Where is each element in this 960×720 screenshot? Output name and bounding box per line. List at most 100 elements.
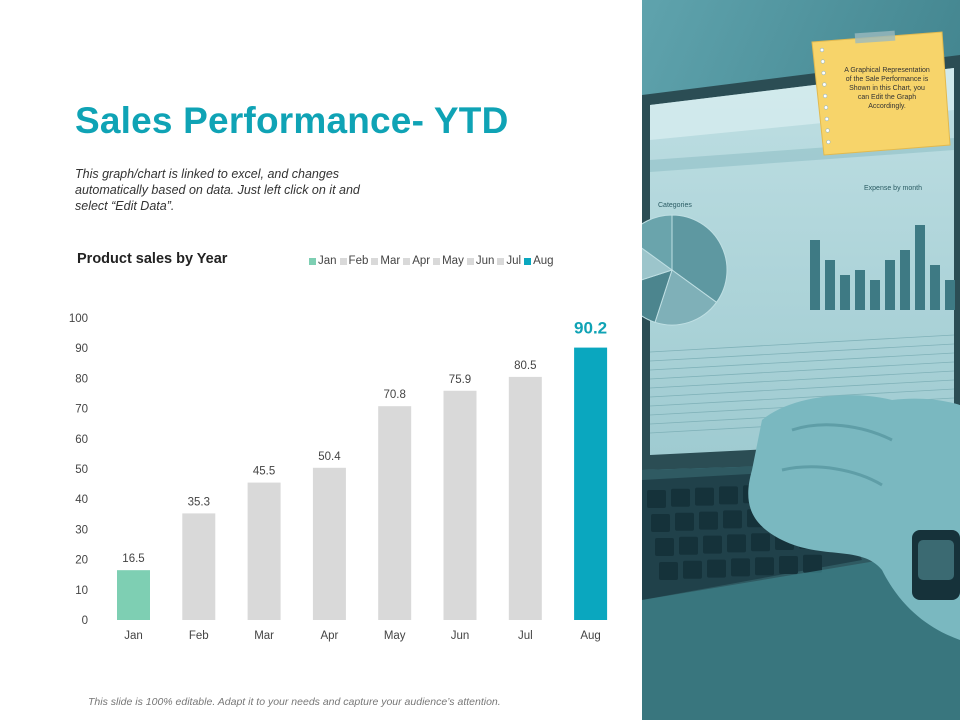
screen-table-line — [649, 361, 955, 380]
screen-bar — [870, 280, 880, 310]
keyboard-key — [683, 560, 702, 579]
y-tick-label: 60 — [75, 434, 88, 446]
screen-bar — [840, 275, 850, 310]
y-tick-label: 20 — [75, 555, 88, 567]
x-tick-label: Feb — [189, 630, 209, 642]
keyboard-key — [675, 512, 694, 531]
screen-pie-slice — [671, 214, 728, 304]
keyboard-key — [803, 554, 822, 573]
data-label-jul: 80.5 — [514, 360, 536, 372]
keyboard-key — [751, 533, 770, 552]
keyboard-key — [723, 510, 742, 529]
screen-bar — [945, 280, 955, 310]
data-label-feb: 35.3 — [188, 496, 210, 508]
data-label-mar: 45.5 — [253, 466, 275, 478]
legend-swatch — [466, 257, 474, 265]
legend-label: Aug — [533, 255, 554, 267]
keyboard-key — [659, 562, 678, 580]
bar-feb — [182, 513, 216, 620]
x-tick-label: May — [384, 630, 406, 642]
screen-expense-label: Expense by month — [864, 185, 922, 192]
y-tick-label: 40 — [75, 494, 88, 506]
legend-label: Jul — [506, 255, 522, 267]
keyboard-key — [779, 556, 798, 574]
bar-apr — [312, 467, 346, 620]
y-tick-label: 70 — [75, 404, 88, 416]
hand-shape — [748, 395, 960, 640]
legend-item-apr: Apr — [403, 255, 430, 267]
sticky-note-text: A Graphical Representation of the Sale P… — [844, 67, 930, 110]
laptop-photo-illustration: Categories Expense by month — [642, 0, 960, 720]
x-tick-label: Jul — [518, 630, 533, 642]
legend-item-feb: Feb — [339, 255, 369, 267]
bar-jul — [508, 376, 542, 620]
laptop-photo: Categories Expense by month A Graphical … — [642, 0, 960, 720]
legend-swatch — [403, 257, 411, 265]
legend-item-may: May — [433, 255, 464, 267]
bar-may — [378, 406, 412, 620]
x-tick-label: Jan — [124, 630, 143, 642]
screen-bar — [930, 265, 940, 310]
spiral-ring — [824, 116, 829, 122]
data-label-jun: 75.9 — [449, 374, 471, 386]
screen-pie-slice — [642, 247, 674, 281]
screen-bar — [915, 225, 925, 310]
bar-aug — [574, 347, 608, 620]
data-label-apr: 50.4 — [318, 451, 341, 463]
x-tick-label: Apr — [320, 630, 338, 642]
legend-item-jan: Jan — [309, 255, 337, 267]
bar-jun — [443, 390, 477, 620]
legend-label: Feb — [348, 255, 369, 267]
screen-table-line — [649, 379, 955, 398]
bar-jan — [117, 570, 150, 620]
screen-bar — [825, 260, 835, 310]
notebook-spiral — [819, 47, 831, 145]
screen-table-line — [649, 370, 955, 389]
keyboard-key — [707, 559, 726, 578]
slide-title: Sales Performance- YTD — [75, 100, 509, 141]
spiral-ring — [823, 93, 828, 99]
x-tick-label: Jun — [451, 630, 470, 642]
screen-table-line — [649, 352, 955, 371]
keyboard-key — [655, 538, 674, 556]
legend-item-jun: Jun — [466, 255, 495, 267]
spiral-ring — [826, 139, 831, 145]
chart-legend: Jan Feb Mar Apr May Jun Jul Aug — [309, 255, 557, 267]
data-label-jan: 16.5 — [122, 553, 144, 565]
screen-pie-slice — [642, 269, 673, 323]
screen-pie-slice — [654, 269, 718, 326]
screen-bar — [900, 250, 910, 310]
slide-footer: This slide is 100% editable. Adapt it to… — [88, 696, 501, 708]
y-tick-label: 100 — [69, 313, 88, 325]
keyboard-key — [731, 558, 750, 577]
x-tick-label: Aug — [580, 630, 600, 642]
screen-categories-label: Categories — [658, 202, 692, 209]
spiral-ring — [821, 70, 826, 76]
y-tick-label: 30 — [75, 524, 88, 536]
spiral-ring — [822, 82, 827, 87]
slide-description: This graph/chart is linked to excel, and… — [75, 167, 360, 213]
chart-title: Product sales by Year — [77, 251, 228, 267]
keyboard-key — [671, 488, 690, 507]
spiral-ring — [820, 59, 825, 64]
bar-chart: 0 10 20 30 40 50 60 70 80 90 100 16.5 Jan 35.3 Feb 45.5… — [69, 313, 608, 642]
legend-swatch — [524, 257, 532, 265]
data-label-aug: 90.2 — [574, 319, 607, 338]
sticky-note — [811, 31, 951, 156]
screen-table-line — [649, 388, 955, 407]
legend-item-mar: Mar — [371, 255, 400, 267]
y-tick-label: 50 — [75, 464, 88, 476]
y-tick-label: 0 — [82, 615, 88, 627]
legend-item-aug: Aug — [524, 255, 554, 267]
legend-label: Mar — [380, 255, 401, 267]
legend-label: Jun — [475, 255, 495, 267]
keyboard-key — [699, 511, 718, 530]
screen-bar — [855, 270, 865, 310]
screen-bar — [810, 240, 820, 310]
spiral-ring — [823, 105, 829, 110]
keyboard-key — [651, 514, 670, 532]
spiral-ring — [825, 128, 830, 133]
screen-pie-slice — [642, 214, 673, 271]
legend-swatch — [371, 257, 379, 265]
bar-mar — [247, 482, 281, 620]
